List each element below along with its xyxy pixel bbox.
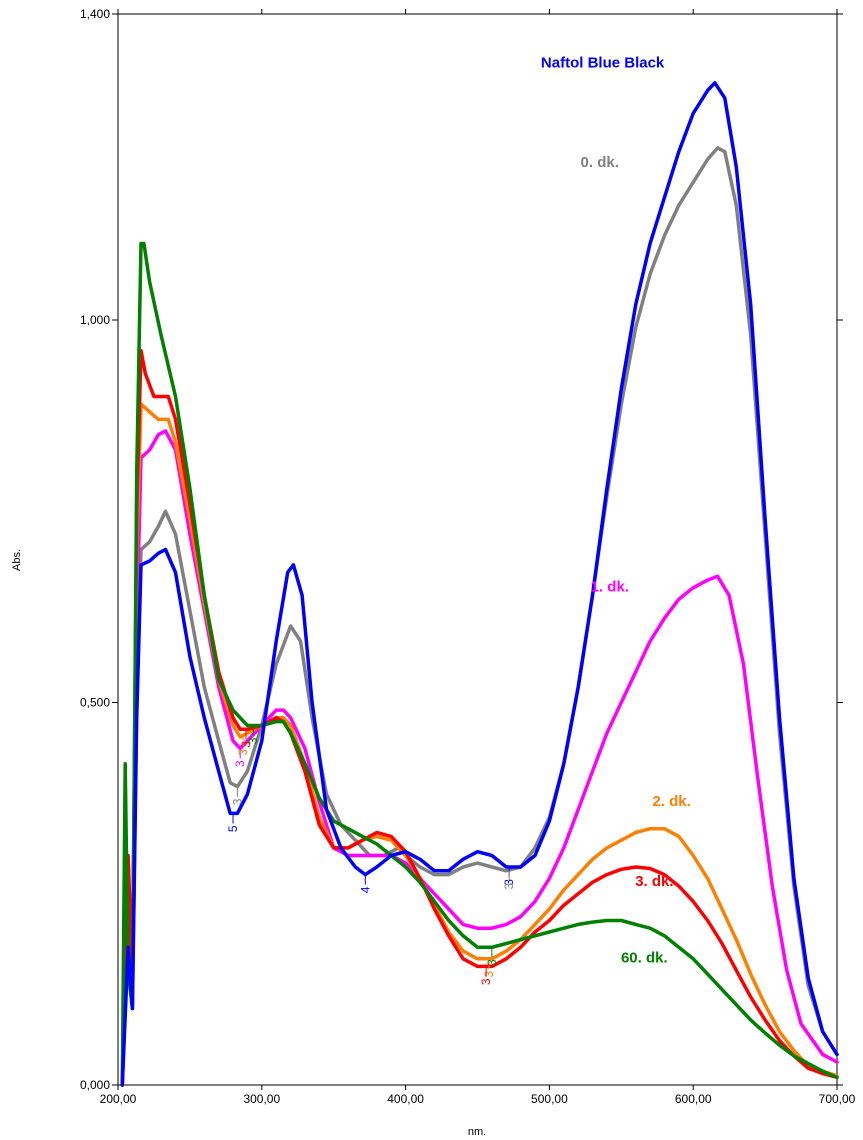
x-axis-title: nm. — [468, 1126, 486, 1138]
series-label-0: Naftol Blue Black — [541, 55, 665, 72]
series-label-1: 0. dk. — [581, 154, 619, 171]
series-label-2: 1. dk. — [591, 579, 629, 596]
marker-label-5: 3 — [233, 760, 247, 767]
y-tick-label-0: 0,000 — [80, 1078, 110, 1092]
marker-label-10: 3 — [246, 737, 260, 744]
x-tick-label-2: 400,00 — [387, 1092, 424, 1106]
marker-label-1: 4 — [358, 886, 372, 893]
y-tick-label-3: 1,400 — [80, 7, 110, 21]
marker-label-3: 3 — [230, 798, 244, 805]
series-labels: Naftol Blue Black 0. dk. 1. dk. 2. dk. 3. dk… — [541, 55, 691, 967]
series-line-4 — [120, 241, 839, 1087]
series-label-5: 60. dk. — [621, 950, 668, 967]
x-tick-label-0: 200,00 — [100, 1092, 137, 1106]
x-tick-label-1: 300,00 — [243, 1092, 280, 1106]
series-group — [120, 81, 839, 1087]
y-axis-title: Abs. — [11, 549, 23, 571]
series-line-0 — [120, 146, 839, 1087]
plot-frame — [117, 13, 838, 1086]
series-line-5 — [120, 81, 839, 1087]
marker-label-11: 3 — [485, 959, 499, 966]
series-line-1 — [120, 429, 839, 1087]
marker-label-9: 3 — [479, 978, 493, 985]
x-tick-label-4: 600,00 — [675, 1092, 712, 1106]
marker-label-4: 3 — [502, 882, 516, 889]
marker-label-7: 3 — [482, 970, 496, 977]
marker-label-2: 3 — [502, 879, 516, 886]
x-tick-label-5: 700,00 — [819, 1092, 856, 1106]
plot-area — [117, 13, 838, 1086]
marker-label-6: 3 — [236, 749, 250, 756]
axes-group: 200,00 300,00 400,00 500,00 600,00 700,00 0,00… — [80, 7, 856, 1106]
x-tick-label-3: 500,00 — [531, 1092, 568, 1106]
y-tick-label-1: 0,500 — [80, 696, 110, 710]
series-label-4: 3. dk. — [635, 873, 673, 890]
series-label-3: 2. dk. — [652, 793, 690, 810]
marker-label-0: 5 — [226, 825, 240, 832]
y-tick-label-2: 1,000 — [80, 313, 110, 327]
marker-label-8: 3 — [239, 741, 253, 748]
